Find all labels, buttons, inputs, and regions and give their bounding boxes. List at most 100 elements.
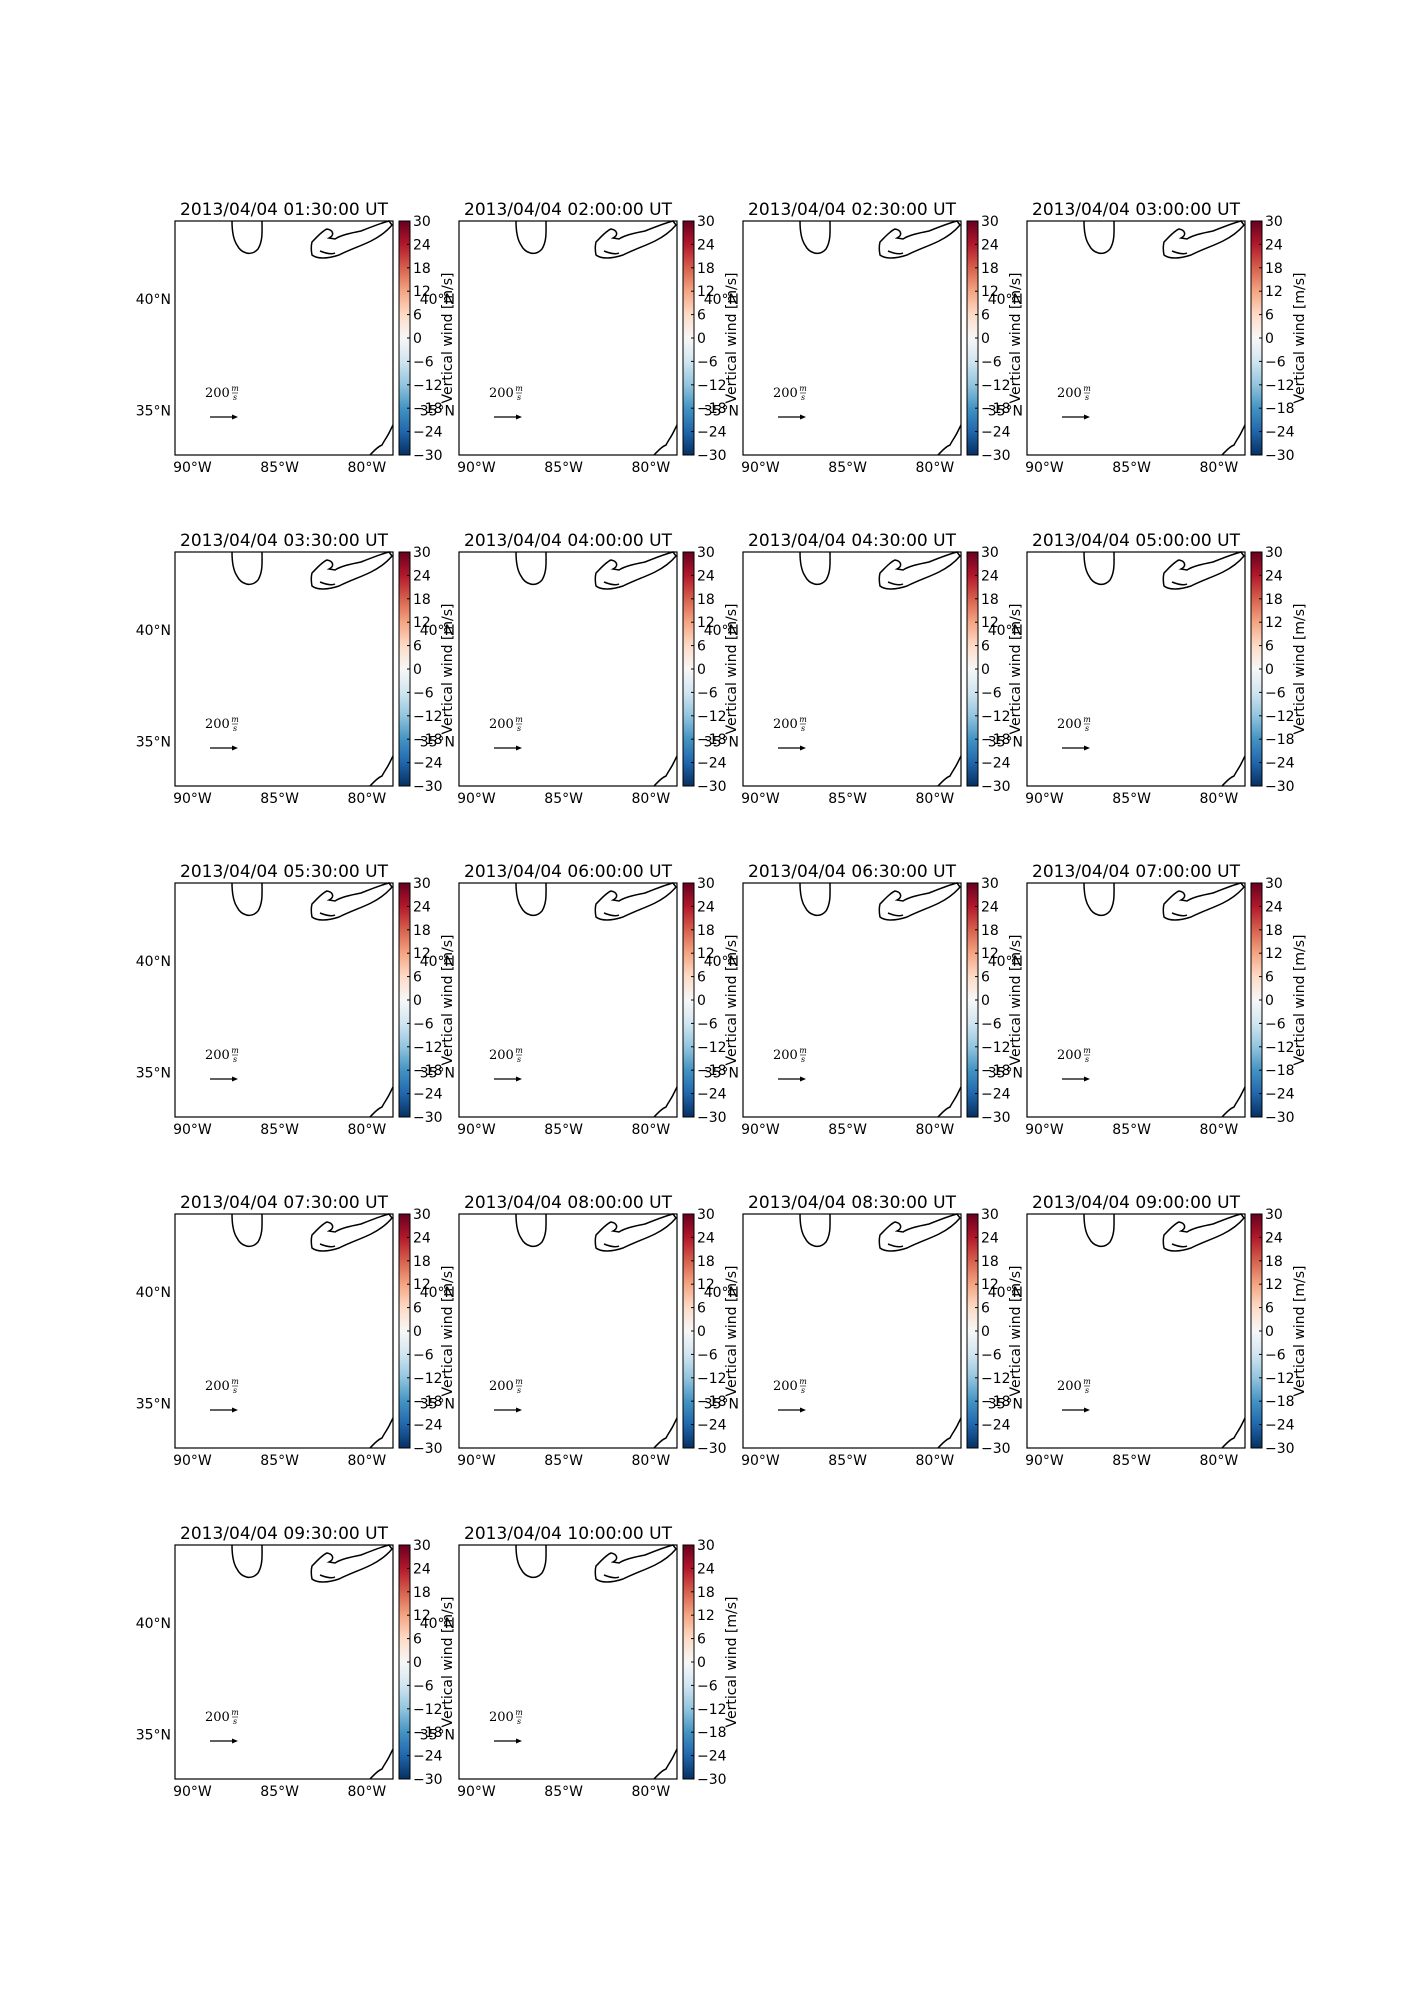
coastline-lake-erie <box>594 882 677 921</box>
colorbar-tick-label: 24 <box>1265 899 1283 915</box>
colorbar-tick-label: 24 <box>697 237 715 253</box>
quiver-key-arrowhead <box>516 1076 522 1082</box>
colorbar-tick-label: −18 <box>413 1394 443 1410</box>
panel-title: 2013/04/04 09:00:00 UT <box>1032 1193 1241 1213</box>
coastline-lake-erie-shore <box>1171 1243 1188 1248</box>
quiver-key-unit-numerator: m <box>1083 1046 1091 1055</box>
map-panel: 2013/04/04 03:30:00 UT 90°W 85°W 80°W 40°N 35… <box>136 531 456 807</box>
lon-tick-label: 85°W <box>260 1784 299 1800</box>
coastline-lake-erie-shore <box>603 912 620 917</box>
lon-tick-label: 85°W <box>544 1122 583 1138</box>
colorbar-tick-label: −12 <box>413 709 443 725</box>
colorbar-tick-label: 18 <box>413 1254 431 1270</box>
coastline-southeast <box>937 755 962 787</box>
lat-tick-label: 35°N <box>704 734 739 750</box>
quiver-key-unit-numerator: m <box>799 1377 807 1386</box>
colorbar-tick-label: 6 <box>981 639 990 655</box>
quiver-key-arrowhead <box>232 1407 238 1413</box>
colorbar-tick-label: 0 <box>697 662 706 678</box>
map-panel: 2013/04/04 03:00:00 UT 90°W 85°W 80°W 40°N 35… <box>988 200 1308 476</box>
colorbar-tick-label: −6 <box>413 1016 434 1032</box>
map-panel: 2013/04/04 09:30:00 UT 90°W 85°W 80°W 40°N 35… <box>136 1524 456 1800</box>
coastline-lake-michigan <box>515 1544 547 1579</box>
colorbar-tick-label: −6 <box>413 1347 434 1363</box>
coastline-group <box>515 882 678 1118</box>
colorbar-tick-label: 0 <box>697 1655 706 1671</box>
lon-tick-label: 85°W <box>828 460 867 476</box>
colorbar-tick-label: 30 <box>413 1538 431 1554</box>
map-frame <box>742 551 962 787</box>
colorbar-tick-label: −18 <box>1265 401 1295 417</box>
panel-title: 2013/04/04 03:30:00 UT <box>180 531 389 551</box>
lat-tick-label: 40°N <box>136 1285 171 1301</box>
lon-tick-label: 80°W <box>348 1784 387 1800</box>
map-frame <box>742 1213 962 1449</box>
lon-tick-label: 85°W <box>260 791 299 807</box>
lon-tick-label: 90°W <box>1025 1453 1064 1469</box>
coastline-lake-erie <box>310 1544 393 1583</box>
colorbar-tick-label: 6 <box>697 639 706 655</box>
colorbar-label: Vertical wind [m/s] <box>1008 935 1024 1066</box>
lat-tick-label: 35°N <box>420 1396 455 1412</box>
lat-tick-label: 35°N <box>988 734 1023 750</box>
colorbar-tick-label: 18 <box>1265 923 1283 939</box>
colorbar-tick-label: −12 <box>413 1371 443 1387</box>
coastline-group <box>515 1544 678 1780</box>
colorbar-tick-label: −30 <box>697 779 727 795</box>
quiver-key-arrowhead <box>232 414 238 420</box>
panel-title: 2013/04/04 04:30:00 UT <box>748 531 957 551</box>
colorbar-tick-label: −18 <box>697 401 727 417</box>
colorbar-tick-label: 12 <box>981 946 999 962</box>
colorbar-tick-label: −18 <box>981 401 1011 417</box>
lat-tick-label: 40°N <box>136 1616 171 1632</box>
quiver-key-unit-numerator: m <box>799 715 807 724</box>
colorbar-tick-label: 0 <box>1265 662 1274 678</box>
colorbar-tick-label: 0 <box>697 993 706 1009</box>
coastline-lake-michigan <box>231 220 263 255</box>
lon-tick-label: 85°W <box>260 1122 299 1138</box>
lat-tick-label: 40°N <box>420 623 455 639</box>
colorbar-tick-label: 30 <box>981 1207 999 1223</box>
quiver-key-unit-numerator: m <box>231 384 239 393</box>
colorbar-tick-label: 30 <box>981 545 999 561</box>
coastline-lake-erie-shore <box>603 1243 620 1248</box>
coastline-southeast <box>369 1086 394 1118</box>
colorbar-tick-label: −6 <box>697 1347 718 1363</box>
colorbar-label: Vertical wind [m/s] <box>1008 604 1024 735</box>
quiver-key-arrowhead <box>516 414 522 420</box>
colorbar-tick-label: 12 <box>697 1277 715 1293</box>
colorbar-tick-label: 30 <box>1265 545 1283 561</box>
quiver-key-unit-denominator: s <box>801 1055 805 1064</box>
colorbar-tick-label: 30 <box>697 1207 715 1223</box>
colorbar-label: Vertical wind [m/s] <box>1292 1266 1308 1397</box>
map-panel: 2013/04/04 09:00:00 UT 90°W 85°W 80°W 40°N 35… <box>988 1193 1308 1469</box>
quiver-key-arrowhead <box>800 414 806 420</box>
panel-title: 2013/04/04 10:00:00 UT <box>464 1524 673 1544</box>
colorbar-tick-label: −6 <box>413 1678 434 1694</box>
quiver-key-value: 200 <box>205 1710 230 1725</box>
colorbar-tick-label: 30 <box>413 876 431 892</box>
colorbar-tick-label: 24 <box>1265 237 1283 253</box>
lon-tick-label: 90°W <box>1025 1122 1064 1138</box>
quiver-key-value: 200 <box>489 1710 514 1725</box>
colorbar-tick-label: −24 <box>413 425 443 441</box>
quiver-key-arrowhead <box>516 1738 522 1744</box>
colorbar-tick-label: −6 <box>981 1016 1002 1032</box>
map-frame <box>1026 220 1246 456</box>
lat-tick-label: 40°N <box>136 623 171 639</box>
colorbar-tick-label: −6 <box>697 685 718 701</box>
map-frame <box>742 882 962 1118</box>
quiver-key-unit-denominator: s <box>517 1717 521 1726</box>
lon-tick-label: 85°W <box>1112 1122 1151 1138</box>
colorbar-tick-label: 12 <box>697 946 715 962</box>
lon-tick-label: 90°W <box>173 1453 212 1469</box>
coastline-southeast <box>369 1417 394 1449</box>
coastline-southeast <box>653 755 678 787</box>
coastline-lake-erie-shore <box>319 581 336 586</box>
quiver-key-value: 200 <box>1057 1048 1082 1063</box>
lat-tick-label: 35°N <box>420 734 455 750</box>
coastline-group <box>799 1213 962 1449</box>
lon-tick-label: 90°W <box>457 1453 496 1469</box>
quiver-key-unit-numerator: m <box>231 1377 239 1386</box>
quiver-key-unit-numerator: m <box>515 1377 523 1386</box>
